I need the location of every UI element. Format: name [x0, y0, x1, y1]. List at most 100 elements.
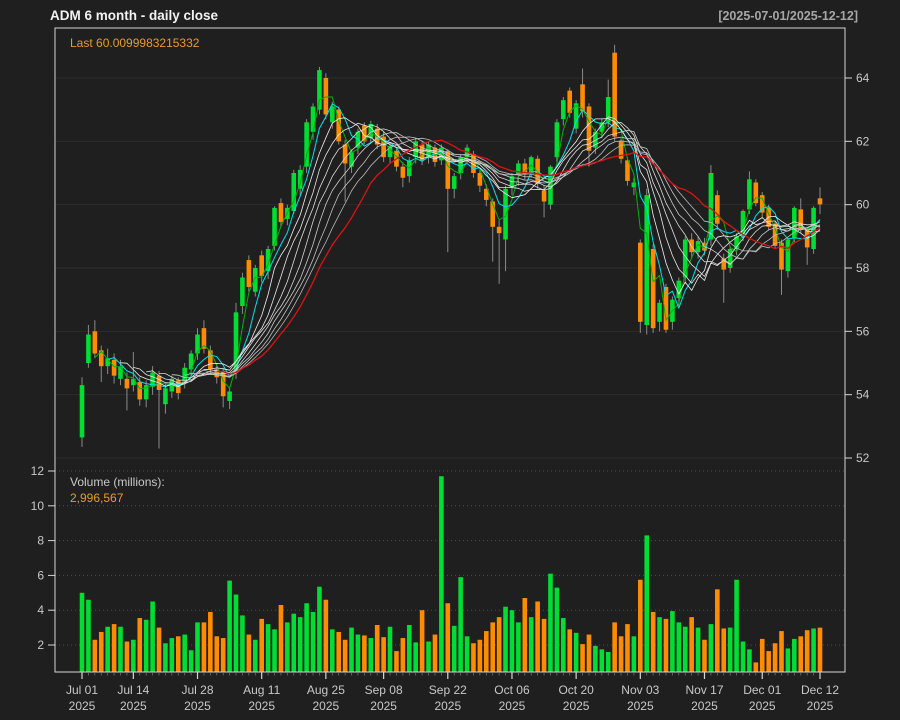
candle-up [458, 157, 463, 173]
candle-up [86, 334, 91, 363]
volume-bar [233, 594, 239, 672]
sma-15-line [171, 132, 821, 378]
candle-up [387, 146, 393, 158]
candle-down [618, 141, 624, 159]
candle-up [573, 103, 579, 129]
volume-axis-label: 12 [31, 464, 45, 478]
candle-up [227, 391, 232, 401]
volume-bar [220, 638, 226, 672]
candle-down [137, 382, 143, 400]
volume-bar [554, 587, 560, 672]
candle-up [118, 366, 123, 379]
volume-bar [419, 610, 425, 672]
volume-bar [785, 648, 791, 672]
volume-bar [208, 611, 213, 672]
volume-bar [490, 622, 496, 672]
volume-bar [580, 644, 585, 672]
volume-bar [682, 626, 688, 672]
price-axis-label: 62 [856, 134, 870, 148]
candle-down [92, 331, 98, 354]
candle-down [400, 166, 406, 178]
candle-down [567, 90, 573, 113]
candle-up [368, 123, 374, 139]
candle-up [265, 249, 271, 272]
candle-down [612, 52, 617, 137]
volume-bar [323, 599, 329, 672]
volume-bar [362, 635, 367, 672]
volume-bar [400, 638, 406, 672]
candle-down [798, 209, 804, 230]
volume-bar [599, 649, 605, 672]
volume-bar [715, 589, 720, 672]
volume-bar [182, 634, 187, 672]
volume-bar [374, 624, 380, 672]
candle-down [323, 78, 329, 115]
candle-up [548, 166, 553, 205]
volume-bar [451, 625, 457, 672]
candle-down [689, 239, 694, 253]
volume-bar [721, 628, 727, 672]
sma-9-line [133, 116, 821, 387]
volume-bar [522, 598, 528, 672]
volume-bar [285, 622, 290, 672]
candle-down [111, 359, 117, 376]
candle-down [721, 258, 727, 270]
volume-bar [772, 643, 778, 672]
x-axis-label: Sep 08 [365, 683, 403, 697]
candle-up [310, 106, 316, 132]
x-axis-label: Aug 11 [243, 683, 280, 697]
candle-down [625, 160, 630, 181]
x-axis-label: Oct 20 [558, 683, 594, 697]
volume-bar [483, 631, 489, 672]
volume-bar [458, 577, 463, 672]
candle-down [124, 378, 130, 389]
volume-bar [175, 636, 181, 672]
volume-bar [631, 636, 637, 672]
candle-up [304, 122, 309, 167]
x-axis-year-label: 2025 [313, 699, 340, 713]
x-axis-year-label: 2025 [184, 699, 211, 713]
volume-bar [445, 603, 451, 672]
candle-down [779, 242, 784, 270]
x-axis-year-label: 2025 [69, 699, 96, 713]
candle-down [759, 195, 765, 213]
candle-up [182, 367, 187, 382]
volume-bar [503, 606, 508, 672]
volume-bar [92, 639, 98, 672]
candle-up [727, 249, 733, 268]
volume-bar [625, 624, 630, 672]
candle-down [663, 287, 669, 330]
volume-bar [342, 639, 348, 672]
volume-axis-label: 6 [37, 568, 44, 582]
candle-up [291, 173, 297, 211]
sma-5-line [107, 103, 821, 388]
x-axis-label: Jul 14 [117, 683, 149, 697]
price-axis-label: 52 [856, 451, 870, 465]
volume-bar [464, 636, 470, 672]
x-axis-label: Dec 01 [743, 683, 781, 697]
volume-bar [676, 622, 682, 672]
volume-bar [252, 639, 258, 672]
candle-down [419, 144, 425, 161]
volume-bar [650, 611, 656, 672]
volume-bar [573, 632, 579, 672]
volume-bar [118, 626, 123, 672]
candle-up [329, 106, 335, 123]
volume-bar [817, 627, 823, 672]
volume-bar [663, 618, 669, 672]
volume-bar [349, 627, 354, 672]
x-axis-label: Nov 03 [621, 683, 659, 697]
volume-bar [137, 618, 143, 672]
volume-bar [657, 617, 662, 672]
volume-bar [259, 618, 264, 672]
volume-bar [201, 622, 207, 672]
volume-bar [291, 613, 297, 672]
volume-bar [150, 601, 155, 672]
price-axis-label: 56 [856, 324, 870, 338]
sma-3-line [94, 96, 821, 390]
candle-down [715, 195, 720, 224]
volume-bar [227, 580, 232, 672]
page-title: ADM 6 month - daily close [50, 8, 219, 23]
volume-bar [612, 622, 617, 672]
